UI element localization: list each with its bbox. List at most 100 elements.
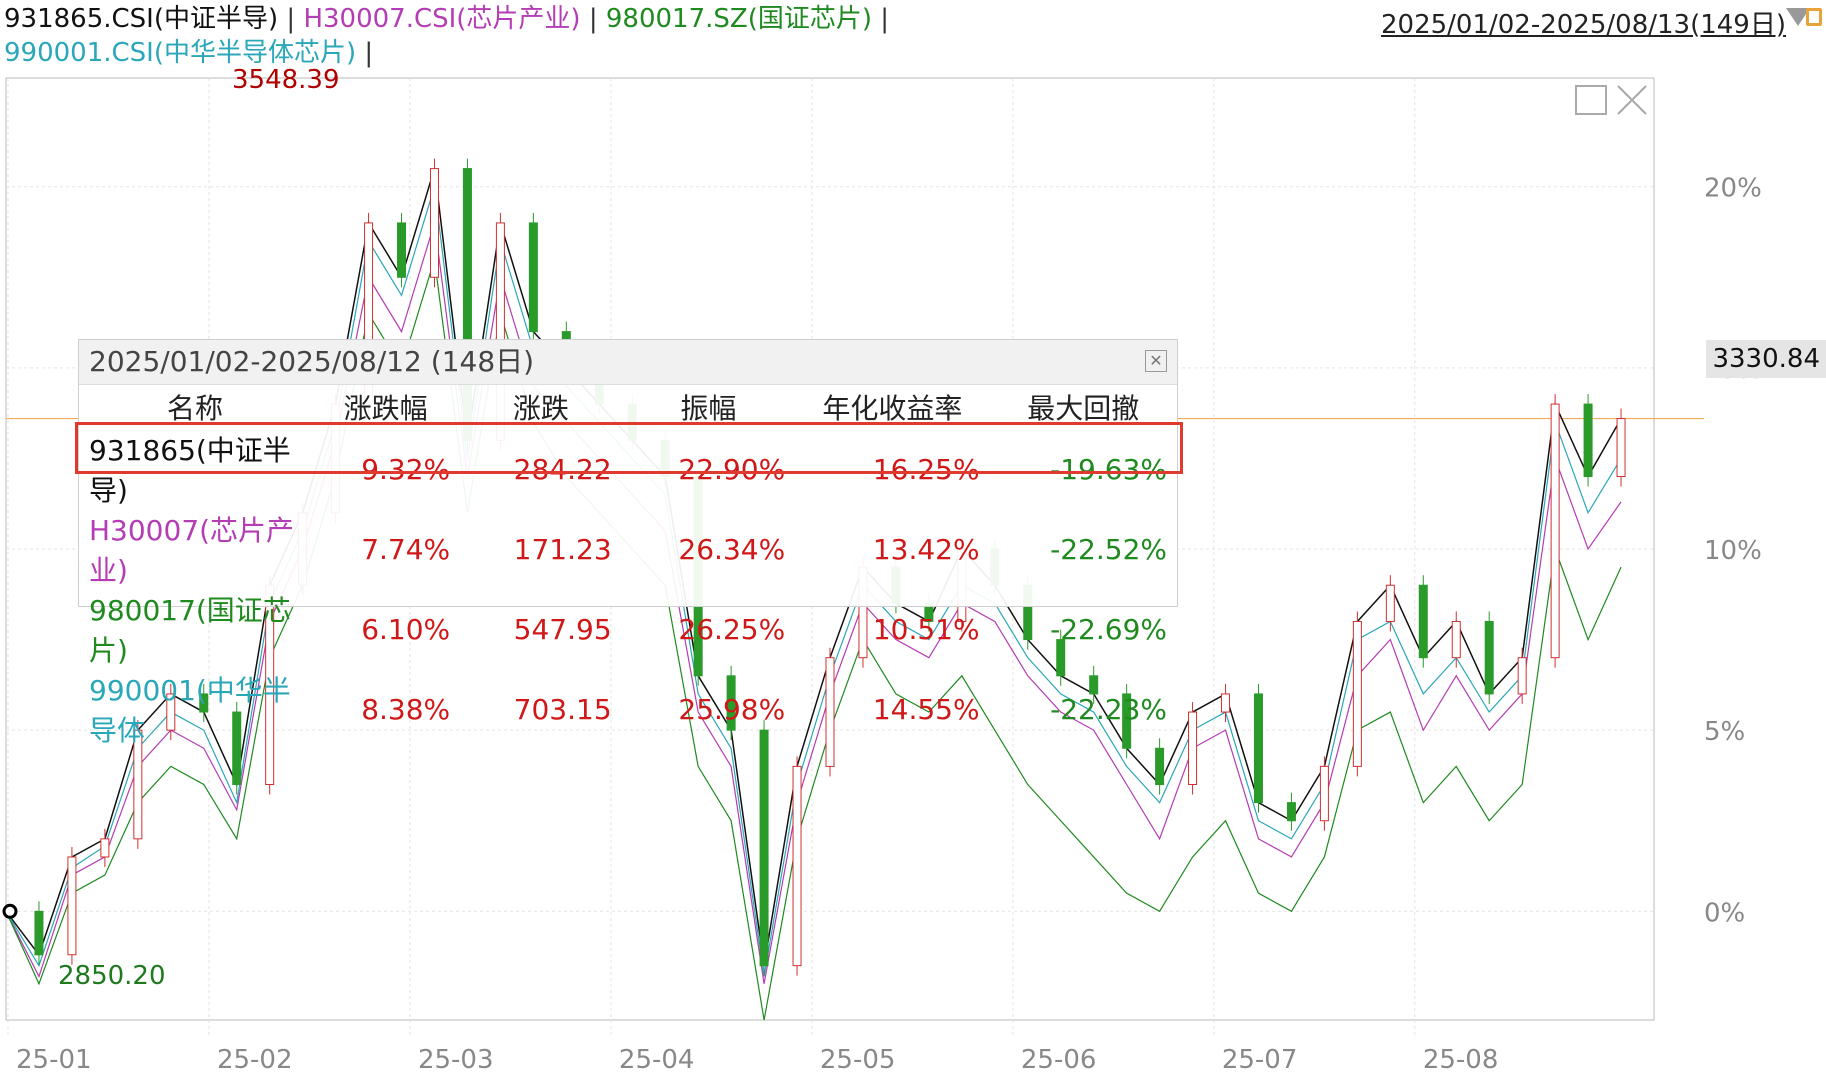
candle-body — [1583, 403, 1593, 478]
row-name: 980017(国证芯片) — [89, 594, 291, 667]
candle-body — [429, 168, 439, 278]
candle-body — [67, 856, 77, 956]
row-chg: 703.15 — [513, 692, 612, 726]
selected-row-highlight — [75, 422, 1183, 474]
table-row[interactable]: 980017(国证芯片) 6.10% 547.95 26.25% 10.51% … — [79, 589, 1177, 669]
table-row[interactable]: 931865(中证半导) 9.32% 284.22 22.90% 16.25% … — [79, 429, 1177, 509]
row-chg-pct: 6.10% — [361, 612, 451, 646]
row-chg-pct: 7.74% — [361, 532, 451, 566]
close-icon[interactable]: ✕ — [1145, 350, 1167, 372]
header-name: 名称 — [166, 392, 223, 425]
candle-body — [726, 675, 736, 731]
legend-separator: | — [356, 38, 374, 68]
row-mdd: -22.69% — [1050, 612, 1167, 646]
candle-body — [528, 222, 538, 333]
y-tick-label: 0% — [1704, 898, 1745, 928]
row-amp: 25.98% — [678, 692, 786, 726]
row-chg: 547.95 — [513, 612, 612, 646]
legend-separator: | — [580, 4, 606, 34]
candle-body — [1221, 693, 1231, 713]
candle-body — [232, 711, 242, 785]
date-range-selector[interactable]: 2025/01/02-2025/08/13(149日) — [1380, 10, 1786, 40]
candle-body — [133, 729, 143, 840]
stats-title: 2025/01/02-2025/08/12 (148日) — [79, 340, 1177, 385]
row-name: 990001(中华半导体 — [89, 674, 291, 747]
row-amp: 22.90% — [678, 452, 786, 486]
chevron-down-icon[interactable] — [1786, 8, 1810, 26]
candle-body — [1418, 584, 1428, 659]
row-chg: 171.23 — [513, 532, 612, 566]
candle-body — [1352, 620, 1362, 767]
legend-item-1[interactable]: H30007.CSI(芯片产业) — [303, 4, 581, 34]
row-mdd: -22.23% — [1050, 692, 1167, 726]
x-tick-label: 25-01 — [16, 1045, 92, 1075]
min-value-label: 2850.20 — [58, 961, 166, 991]
header-chg-pct: 涨跌幅 — [343, 392, 428, 425]
candle-body — [1122, 693, 1132, 749]
candle-body — [1517, 657, 1527, 695]
legend: 931865.CSI(中证半导) | H30007.CSI(芯片产业) | 98… — [4, 2, 984, 70]
header-chg: 涨跌 — [512, 392, 569, 425]
close-icon — [1617, 85, 1647, 115]
row-amp: 26.25% — [678, 612, 786, 646]
legend-separator: | — [872, 4, 890, 34]
last-value-label: 3330.84 — [1706, 340, 1826, 378]
candle-body — [1155, 747, 1165, 785]
candle-body — [1253, 693, 1263, 804]
candle-body — [792, 765, 802, 967]
candle-body — [1188, 711, 1198, 785]
header-ann: 年化收益率 — [822, 392, 963, 425]
candle-body — [1616, 418, 1626, 478]
candle-body — [100, 838, 110, 858]
header-amp: 振幅 — [680, 392, 737, 425]
row-chg-pct: 8.38% — [361, 692, 451, 726]
candle-body — [1451, 620, 1461, 659]
x-tick-label: 25-07 — [1222, 1045, 1298, 1075]
candle-body — [1319, 765, 1329, 822]
legend-separator: | — [278, 4, 304, 34]
x-tick-label: 25-03 — [418, 1045, 494, 1075]
series-line-1 — [5, 222, 1622, 984]
row-name: 931865(中证半导) — [89, 434, 291, 507]
row-ann: 14.55% — [872, 692, 980, 726]
x-tick-label: 25-08 — [1423, 1045, 1499, 1075]
table-row[interactable]: H30007(芯片产业) 7.74% 171.23 26.34% 13.42% … — [79, 509, 1177, 589]
x-tick-label: 25-05 — [820, 1045, 896, 1075]
legend-item-0[interactable]: 931865.CSI(中证半导) — [4, 4, 279, 34]
row-amp: 26.34% — [678, 532, 786, 566]
row-chg-pct: 9.32% — [361, 452, 451, 486]
row-ann: 13.42% — [872, 532, 980, 566]
stats-panel: 2025/01/02-2025/08/12 (148日) ✕ 名称 涨跌幅 涨跌… — [75, 339, 1183, 747]
legend-item-3[interactable]: 990001.CSI(中华半导体芯片) — [4, 38, 357, 68]
x-tick-label: 25-04 — [619, 1045, 695, 1075]
candle-body — [1484, 620, 1494, 695]
y-tick-label: 5% — [1704, 717, 1745, 747]
x-tick-label: 25-02 — [217, 1045, 293, 1075]
table-row[interactable]: 990001(中华半导体 8.38% 703.15 25.98% 14.55% … — [79, 669, 1177, 749]
row-mdd: -19.63% — [1050, 452, 1167, 486]
candle-body — [199, 693, 209, 713]
candle-body — [397, 222, 407, 278]
y-tick-label: 20% — [1704, 174, 1762, 204]
header-mdd: 最大回撤 — [1027, 392, 1140, 425]
row-mdd: -22.52% — [1050, 532, 1167, 566]
candle-body — [166, 693, 176, 731]
max-value-label: 3548.39 — [232, 65, 340, 95]
stats-header-row: 名称 涨跌幅 涨跌 振幅 年化收益率 最大回撤 — [79, 385, 1177, 429]
candle-body — [1550, 403, 1560, 659]
candle-body — [825, 657, 835, 767]
candle-body — [1385, 584, 1395, 622]
maximize-icon — [1575, 85, 1607, 115]
stats-table: 名称 涨跌幅 涨跌 振幅 年化收益率 最大回撤 931865(中证半导) 9.3… — [79, 385, 1177, 749]
y-tick-label: 10% — [1704, 536, 1762, 566]
series-line-2 — [5, 258, 1622, 1021]
row-ann: 10.51% — [872, 612, 980, 646]
legend-item-2[interactable]: 980017.SZ(国证芯片) — [605, 4, 872, 34]
lock-icon[interactable] — [1806, 8, 1822, 26]
start-marker — [2, 903, 18, 919]
candle-body — [1056, 639, 1066, 677]
candle-body — [34, 910, 44, 956]
candle-body — [1286, 802, 1296, 822]
candle-body — [1089, 675, 1099, 695]
row-name: H30007(芯片产业) — [89, 514, 295, 587]
